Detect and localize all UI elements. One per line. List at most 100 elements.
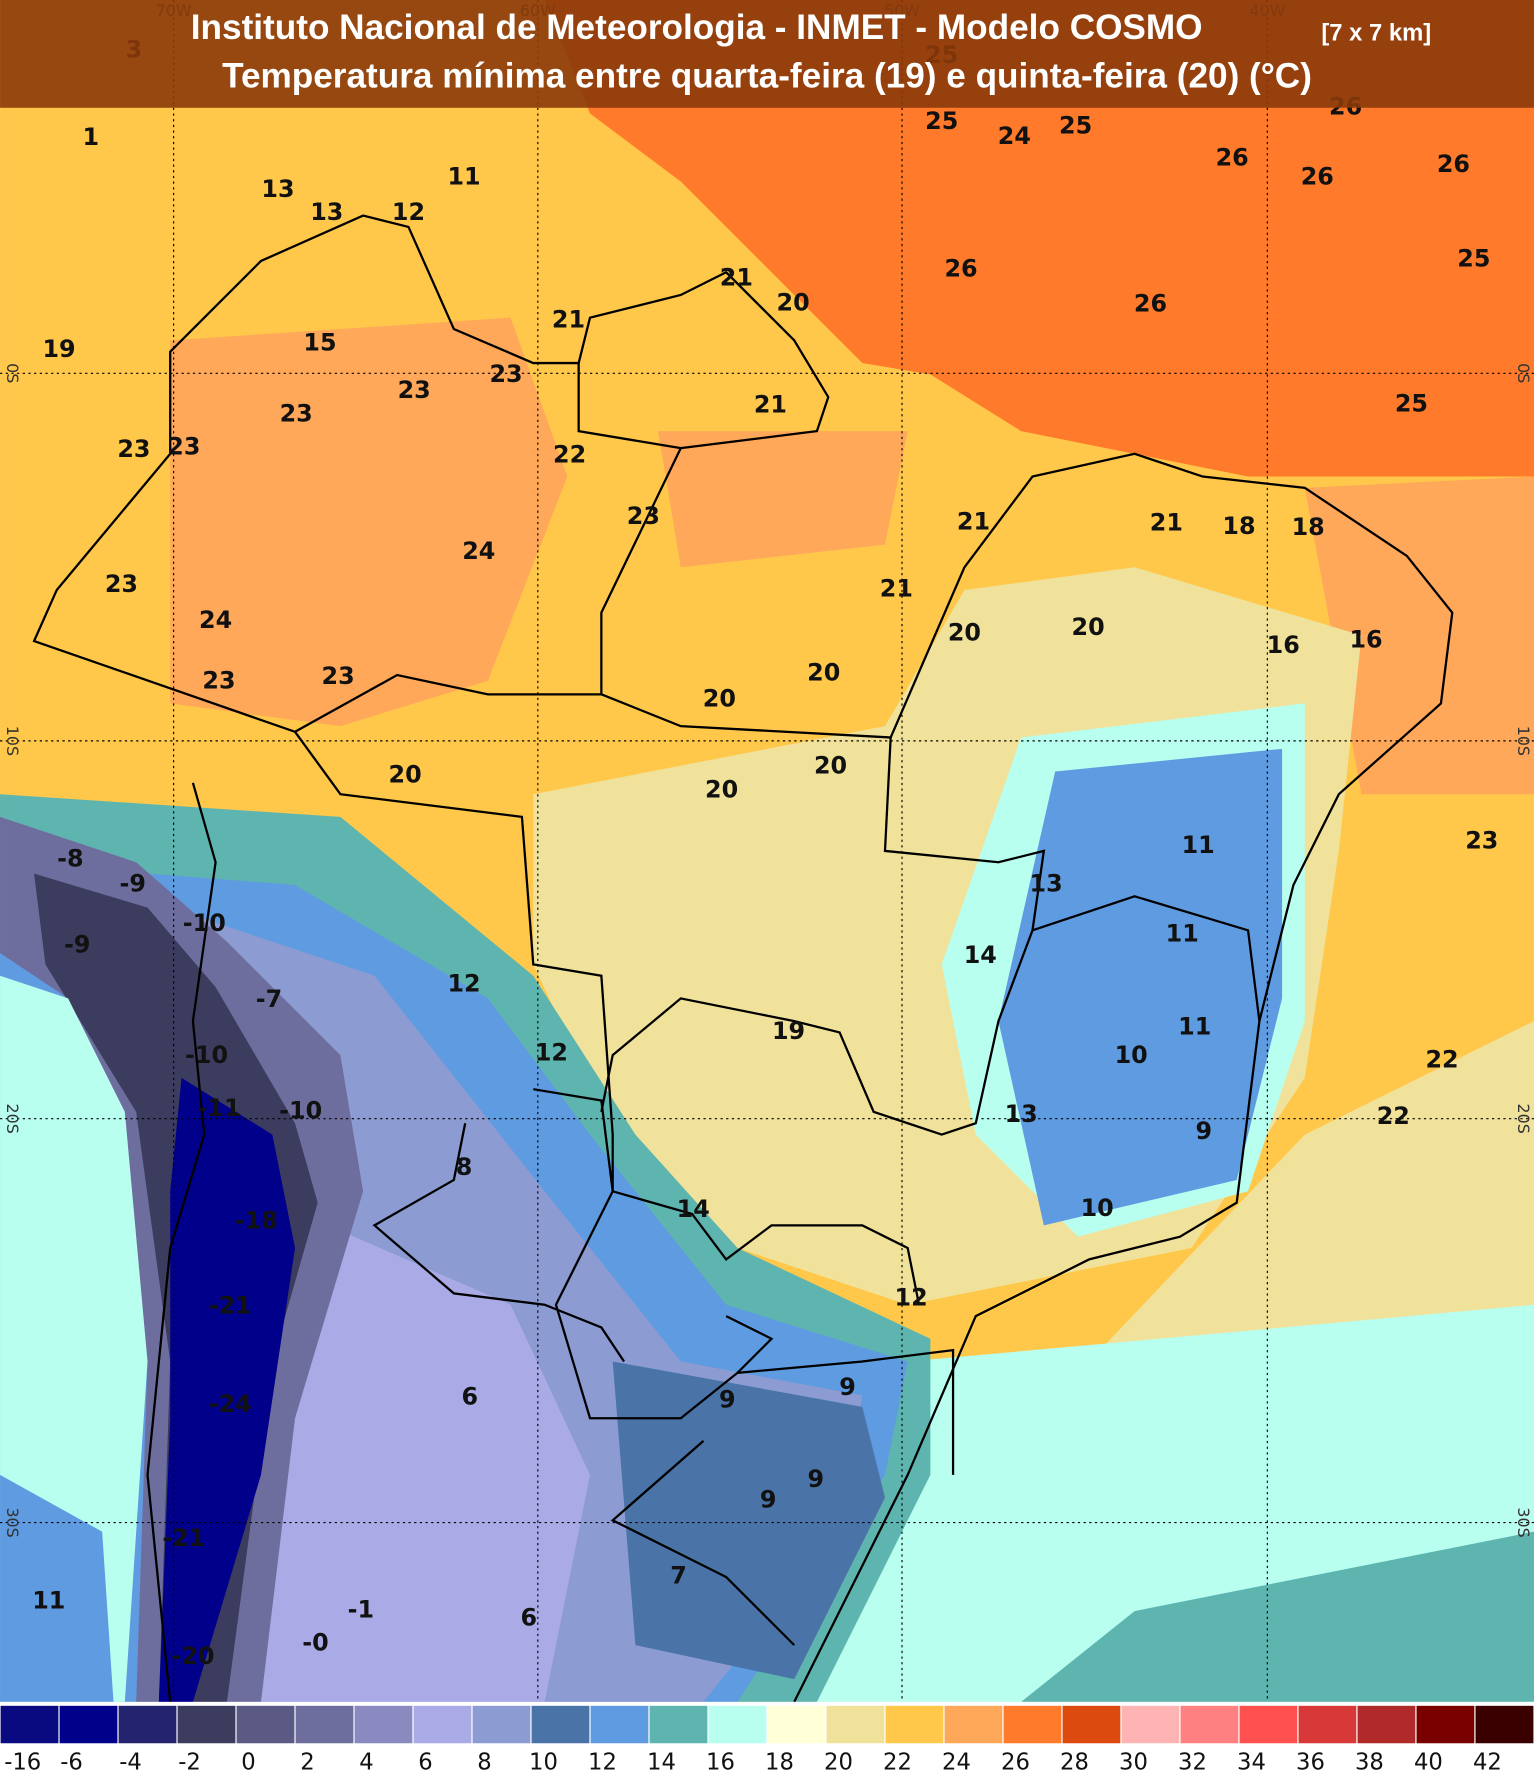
lat-label: 20S xyxy=(1514,1104,1533,1134)
colorbar-label: 0 xyxy=(241,1750,255,1776)
colorbar-swatch xyxy=(1474,1704,1534,1745)
colorbar: -16 -6 -4 -2 0 2 4 6 8 10 12 14 16 18 20 22 24 26 28 30 32 34… xyxy=(0,1701,1534,1779)
colorbar-label: -4 xyxy=(119,1750,142,1776)
colorbar-label: 12 xyxy=(588,1750,617,1776)
colorbar-label: 30 xyxy=(1119,1750,1148,1776)
colorbar-label: 36 xyxy=(1296,1750,1325,1776)
colorbar-label: 38 xyxy=(1355,1750,1384,1776)
temperature-label: 20 xyxy=(814,751,847,779)
temperature-label: 9 xyxy=(719,1386,736,1414)
temperature-label: -0 xyxy=(302,1628,328,1656)
colorbar-swatch xyxy=(0,1704,60,1745)
colorbar-swatch xyxy=(707,1704,768,1745)
colorbar-swatch xyxy=(353,1704,414,1745)
temperature-label: 21 xyxy=(552,306,585,334)
temperature-label: 23 xyxy=(489,360,522,388)
subtitle: Temperatura mínima entre quarta-feira (1… xyxy=(222,57,1312,96)
colorbar-label: 22 xyxy=(883,1750,912,1776)
temperature-label: 9 xyxy=(760,1486,777,1514)
colorbar-swatch xyxy=(1415,1704,1476,1745)
colorbar-swatch xyxy=(1002,1704,1063,1745)
lat-label: 20S xyxy=(3,1104,22,1134)
temperature-label: 26 xyxy=(1216,143,1249,171)
temperature-label: 7 xyxy=(670,1562,687,1590)
colorbar-label: 40 xyxy=(1414,1750,1443,1776)
temperature-label: 24 xyxy=(998,122,1031,150)
temperature-label: 13 xyxy=(310,198,343,226)
temperature-label: 9 xyxy=(839,1373,856,1401)
temperature-label: 10 xyxy=(1081,1194,1114,1222)
colorbar-swatch xyxy=(58,1704,119,1745)
colorbar-swatch xyxy=(294,1704,355,1745)
temperature-label: -10 xyxy=(183,909,226,937)
temperature-label: 23 xyxy=(280,400,313,428)
temperature-label: 21 xyxy=(1150,509,1183,537)
temperature-label: 26 xyxy=(1301,163,1334,191)
colorbar-swatch xyxy=(825,1704,886,1745)
colorbar-label: 10 xyxy=(529,1750,558,1776)
colorbar-swatch xyxy=(943,1704,1004,1745)
temperature-label: 13 xyxy=(1005,1100,1038,1128)
temperature-label: 10 xyxy=(1115,1041,1148,1069)
temperature-label: 20 xyxy=(1072,613,1105,641)
borders xyxy=(32,214,1454,1703)
colorbar-label: 24 xyxy=(942,1750,971,1776)
lat-label: 30S xyxy=(1514,1507,1533,1537)
temperature-label: 23 xyxy=(1465,826,1498,854)
colorbar-label: -2 xyxy=(178,1750,201,1776)
colorbar-swatch xyxy=(117,1704,178,1745)
colorbar-swatch xyxy=(1238,1704,1299,1745)
colorbar-label: 4 xyxy=(359,1750,373,1776)
temperature-label: 26 xyxy=(1134,290,1167,318)
temperature-label: 11 xyxy=(1166,919,1199,947)
temperature-label: 14 xyxy=(677,1195,710,1223)
colorbar-label: -16 xyxy=(4,1750,41,1776)
colorbar-swatch xyxy=(530,1704,591,1745)
lat-label: 10S xyxy=(3,726,22,756)
temperature-label: 21 xyxy=(880,574,913,602)
colorbar-swatch xyxy=(1179,1704,1240,1745)
temperature-label: 23 xyxy=(627,502,660,530)
temperature-label: -8 xyxy=(57,845,83,873)
temperature-label: 11 xyxy=(448,163,481,191)
temperature-label: 6 xyxy=(461,1382,478,1410)
temperature-label: -10 xyxy=(279,1096,322,1124)
temperature-label: 11 xyxy=(1178,1012,1211,1040)
temperature-field xyxy=(0,0,1534,1702)
colorbar-label: 42 xyxy=(1473,1750,1502,1776)
colorbar-swatch xyxy=(884,1704,945,1745)
lat-label: 0S xyxy=(3,363,22,383)
temperature-label: 13 xyxy=(1030,869,1063,897)
colorbar-swatch xyxy=(471,1704,532,1745)
colorbar-swatch xyxy=(1120,1704,1181,1745)
lat-label: 30S xyxy=(3,1507,22,1537)
temperature-label: -10 xyxy=(185,1041,228,1069)
temperature-label: 1 xyxy=(83,123,100,151)
temperature-label: 21 xyxy=(957,508,990,536)
colorbar-swatch xyxy=(1356,1704,1417,1745)
temperature-label: 22 xyxy=(1425,1045,1458,1073)
temperature-label: 16 xyxy=(1349,626,1382,654)
colorbar-swatch xyxy=(235,1704,296,1745)
colorbar-swatch xyxy=(412,1704,473,1745)
temperature-label: 26 xyxy=(944,255,977,283)
temperature-label: 25 xyxy=(925,107,958,135)
colorbar-swatch xyxy=(648,1704,709,1745)
colorbar-label: 2 xyxy=(300,1750,314,1776)
temperature-label: 26 xyxy=(1437,150,1470,178)
resolution: [7 x 7 km] xyxy=(1321,19,1431,46)
temperature-label: 12 xyxy=(535,1039,568,1067)
colorbar-swatch xyxy=(589,1704,650,1745)
colorbar-label: 6 xyxy=(418,1750,432,1776)
temperature-label: 8 xyxy=(456,1153,473,1181)
colorbar-swatch xyxy=(1061,1704,1122,1745)
temperature-label: -18 xyxy=(235,1206,278,1234)
temperature-label: 22 xyxy=(553,441,586,469)
colorbar-swatch xyxy=(766,1704,827,1745)
colorbar-label: 28 xyxy=(1060,1750,1089,1776)
temperature-label: -9 xyxy=(120,869,146,897)
temperature-label: 18 xyxy=(1222,512,1255,540)
temperature-label: 20 xyxy=(948,619,981,647)
